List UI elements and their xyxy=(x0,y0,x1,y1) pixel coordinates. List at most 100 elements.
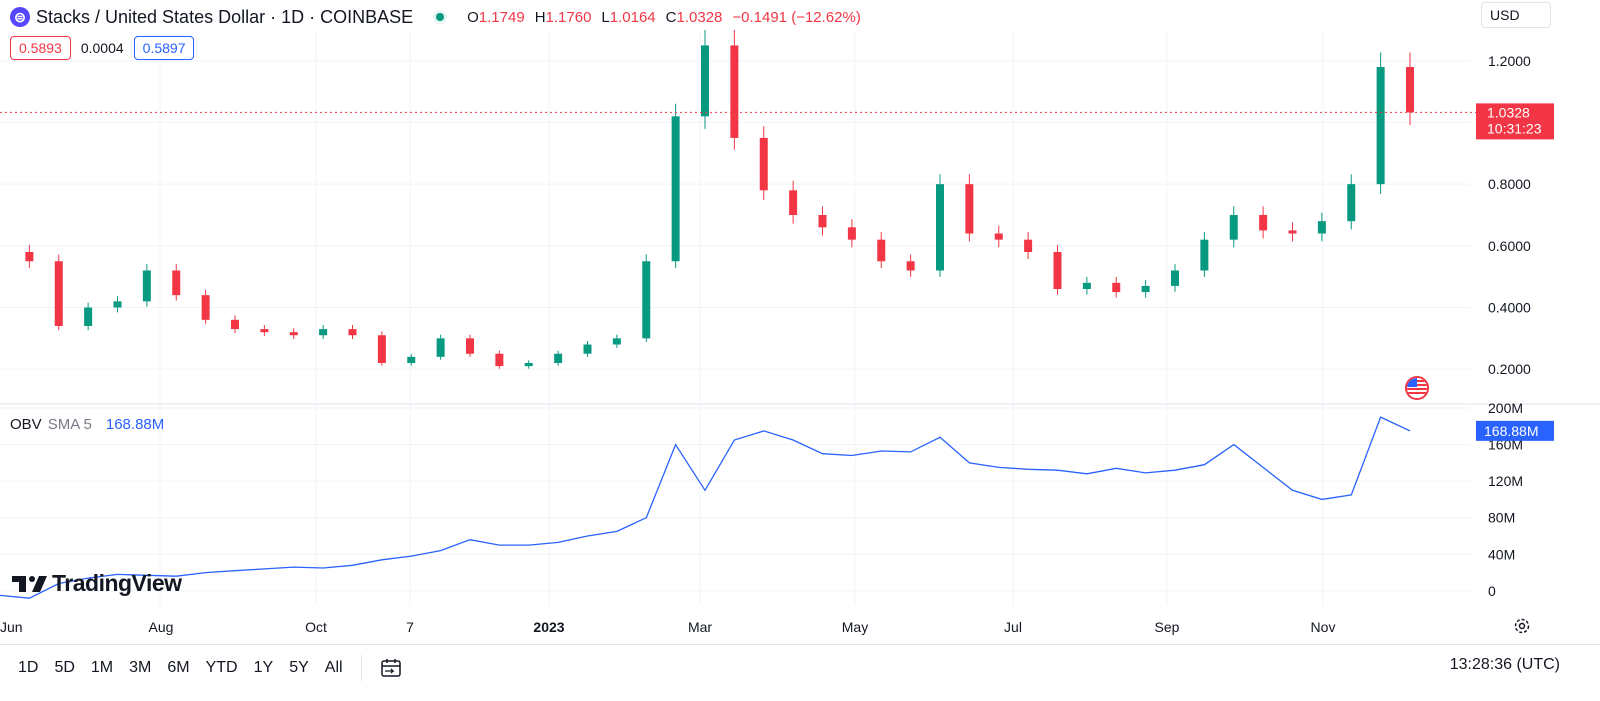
last-price-text: 1.0328 xyxy=(1487,104,1530,120)
candle-body xyxy=(1141,285,1150,293)
price-tick-label: 1.2000 xyxy=(1488,53,1531,69)
candle-body xyxy=(54,261,63,326)
candle-body xyxy=(759,137,768,191)
symbol-title[interactable]: Stacks / United States Dollar · 1D · COI… xyxy=(36,6,414,27)
chart-header: ⊜ Stacks / United States Dollar · 1D · C… xyxy=(10,6,861,28)
obv-series-line xyxy=(0,416,1411,599)
candle-body xyxy=(1053,252,1062,289)
candle-body xyxy=(1171,270,1179,286)
candle-body xyxy=(1200,239,1209,271)
tf-3m[interactable]: 3M xyxy=(129,659,152,676)
candle-body xyxy=(877,239,886,262)
tf-5d[interactable]: 5D xyxy=(54,659,75,676)
obv-tick-label: 80M xyxy=(1488,510,1515,526)
buy-button[interactable]: 0.5897 xyxy=(133,36,195,60)
candle-body xyxy=(1259,215,1268,231)
candle-body xyxy=(1229,215,1238,240)
time-axis-label: Oct xyxy=(305,619,327,635)
grid xyxy=(0,30,1470,605)
price-tick-label: 0.4000 xyxy=(1488,300,1531,316)
candle-body xyxy=(1288,230,1297,234)
candle-body xyxy=(965,184,974,234)
candle-body xyxy=(642,261,651,339)
market-status-icon xyxy=(433,10,448,24)
spread-value: 0.0004 xyxy=(80,40,124,56)
last-price-badge xyxy=(1476,103,1554,140)
candle-body xyxy=(260,329,269,333)
us-flag-icon[interactable] xyxy=(1405,376,1429,400)
tf-1y[interactable]: 1Y xyxy=(253,659,274,676)
open-label: O xyxy=(467,8,479,26)
candle-body xyxy=(319,329,328,336)
tf-1d[interactable]: 1D xyxy=(18,659,39,676)
candle-body xyxy=(554,353,563,363)
utc-clock[interactable]: 13:28:36 (UTC) xyxy=(1449,656,1560,673)
obv-value-label: 168.88M xyxy=(1476,420,1554,441)
candle-body xyxy=(936,184,944,271)
calendar-goto-icon[interactable] xyxy=(380,658,402,678)
candles xyxy=(25,30,1414,369)
countdown-text: 10:31:23 xyxy=(1487,120,1542,136)
time-axis-label: 2023 xyxy=(533,619,564,635)
low-label: L xyxy=(601,8,610,26)
candle-body xyxy=(377,335,386,363)
candle-body xyxy=(495,353,504,367)
close-value: 1.0328 xyxy=(676,8,723,26)
candle-body xyxy=(701,45,709,117)
tf-6m[interactable]: 6M xyxy=(167,659,190,676)
time-axis-label: Mar xyxy=(688,619,712,635)
obv-sma-label: SMA 5 xyxy=(47,416,92,433)
buy-sell-panel: 0.5893 0.0004 0.5897 xyxy=(10,36,195,60)
tf-ytd[interactable]: YTD xyxy=(205,659,238,676)
price-axis: 1.2000 0.8000 0.6000 0.4000 0.2000 xyxy=(1488,53,1531,377)
settings-gear-icon[interactable] xyxy=(1512,616,1532,636)
tf-all[interactable]: All xyxy=(324,659,343,676)
obv-tick-label: 40M xyxy=(1488,546,1515,562)
high-label: H xyxy=(534,8,546,26)
obv-pane xyxy=(0,416,1411,599)
time-axis-label: Nov xyxy=(1311,619,1336,635)
candle-body xyxy=(466,338,474,354)
bottom-toolbar: 1D 5D 1M 3M 6M YTD 1Y 5Y All xyxy=(0,644,1600,691)
time-axis-label: Aug xyxy=(149,619,174,635)
obv-tick-label: 120M xyxy=(1488,473,1523,489)
candle-body xyxy=(818,215,827,228)
close-label: C xyxy=(665,8,677,26)
time-axis-label: Sep xyxy=(1155,619,1180,635)
high-value: 1.1760 xyxy=(545,8,592,26)
change-value: −0.1491 (−12.62%) xyxy=(732,8,861,26)
candle-body xyxy=(847,227,856,240)
candle-body xyxy=(612,338,621,345)
time-axis-label: Jul xyxy=(1004,619,1022,635)
candle-body xyxy=(524,363,533,367)
tradingview-logo[interactable]: TradingView xyxy=(12,570,182,597)
obv-value-badge xyxy=(1476,420,1554,441)
candle-body xyxy=(201,295,210,320)
tradingview-wordmark: TradingView xyxy=(52,570,182,596)
price-tick-label: 0.6000 xyxy=(1488,238,1531,254)
candle-body xyxy=(407,356,416,363)
candle-body xyxy=(1406,67,1414,113)
candle-body xyxy=(1112,282,1121,293)
candle-body xyxy=(348,329,357,336)
price-tick-label: 0.8000 xyxy=(1488,176,1531,192)
obv-title[interactable]: OBV xyxy=(10,416,42,433)
tf-1m[interactable]: 1M xyxy=(90,659,114,676)
candle-body xyxy=(84,307,93,326)
candle-body xyxy=(583,344,592,354)
obv-tick-label: 200M xyxy=(1488,400,1523,416)
candle-body xyxy=(231,319,239,330)
tf-5y[interactable]: 5Y xyxy=(289,659,309,676)
candle-body xyxy=(789,190,798,215)
sell-button[interactable]: 0.5893 xyxy=(10,36,71,60)
currency-select[interactable]: USD xyxy=(1481,2,1551,28)
candle-body xyxy=(172,270,181,296)
candle-body xyxy=(142,270,151,302)
low-value: 1.0164 xyxy=(609,8,656,26)
candle-body xyxy=(1024,239,1033,252)
candle-body xyxy=(730,45,739,138)
candle-body xyxy=(113,301,122,308)
obv-legend: OBV SMA 5 168.88M xyxy=(10,416,164,433)
